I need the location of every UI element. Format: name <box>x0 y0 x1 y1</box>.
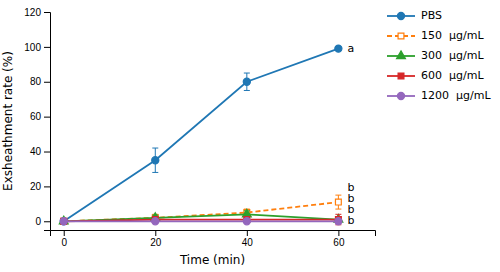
marker <box>61 218 67 224</box>
chart-container: 0 20 40 60 0 20 40 60 80 100 120 Time (min) Exsheath… <box>0 0 500 272</box>
marker <box>335 218 342 225</box>
axis-line <box>51 231 376 237</box>
legend-label: 600 μg/mL <box>421 69 484 82</box>
series <box>61 214 342 224</box>
legend-label: PBS <box>421 9 442 22</box>
tick-mark <box>44 221 50 222</box>
error-bar-cap <box>152 148 158 149</box>
tick-label: 0 <box>35 216 41 227</box>
error-bar-cap <box>335 195 341 196</box>
legend-label: 300 μg/mL <box>421 49 484 62</box>
legend-label: 150 μg/mL <box>421 29 484 42</box>
marker <box>335 199 341 205</box>
tick-label: 120 <box>24 7 41 18</box>
axis-line <box>44 13 51 231</box>
error-bar-cap <box>244 73 250 74</box>
tick-label: 60 <box>333 237 345 248</box>
legend-swatch-marker <box>397 12 404 19</box>
tick-mark <box>247 230 248 236</box>
tick-mark <box>44 117 50 118</box>
marker <box>243 218 250 225</box>
series <box>60 45 342 225</box>
series <box>59 209 343 224</box>
error-bar <box>335 214 341 224</box>
y-axis-title: Exsheathment rate (%) <box>1 51 15 191</box>
series-line <box>64 220 339 222</box>
series-line <box>64 214 339 221</box>
tick: 0 <box>61 230 67 248</box>
marker <box>243 78 250 85</box>
legend-item: PBS <box>387 9 442 22</box>
end-label: a <box>347 42 354 55</box>
marker <box>335 45 342 52</box>
end-label: b <box>347 192 354 205</box>
series <box>60 218 342 225</box>
tick-label: 40 <box>30 146 42 157</box>
legend-swatch-marker <box>398 73 404 79</box>
tick-mark <box>44 47 50 48</box>
error-bar <box>244 73 250 90</box>
marker <box>242 209 251 217</box>
chart-svg: 0 20 40 60 0 20 40 60 80 100 120 Time (min) Exsheath… <box>0 0 500 272</box>
legend-swatch-marker <box>397 92 404 99</box>
tick: 100 <box>24 42 50 53</box>
tick-mark <box>64 230 65 236</box>
series-line <box>64 202 339 221</box>
tick-label: 80 <box>30 76 42 87</box>
tick: 60 <box>333 230 345 248</box>
legend-item: 1200 μg/mL <box>387 89 491 102</box>
tick: 20 <box>150 230 162 248</box>
error-bar <box>335 195 341 209</box>
tick: 40 <box>30 146 50 157</box>
error-bar-cap <box>335 209 341 210</box>
tick: 120 <box>24 7 50 18</box>
series-line <box>64 220 339 222</box>
tick: 60 <box>30 111 50 122</box>
marker <box>60 218 67 225</box>
marker <box>61 218 67 224</box>
legend-item: 600 μg/mL <box>387 69 484 82</box>
tick-label: 20 <box>30 181 42 192</box>
marks <box>59 45 343 225</box>
plot: 0 20 40 60 0 20 40 60 80 100 120 Time (min) Exsheath… <box>1 7 376 267</box>
error-bar-cap <box>152 172 158 173</box>
legend-label: 1200 μg/mL <box>421 89 491 102</box>
series-line <box>64 49 339 222</box>
tick-label: 40 <box>242 237 254 248</box>
tick-mark <box>44 12 50 13</box>
annotations: abbbb <box>347 42 354 228</box>
error-bar <box>152 148 158 172</box>
error-bar-cap <box>335 214 341 215</box>
tick: 20 <box>30 181 50 192</box>
x-axis-title: Time (min) <box>179 253 245 267</box>
series <box>61 195 342 224</box>
legend-item: 150 μg/mL <box>387 29 484 42</box>
marker <box>152 157 159 164</box>
tick-mark <box>155 230 156 236</box>
tick: 0 <box>35 216 50 227</box>
x-axis: 0 20 40 60 <box>51 230 376 248</box>
tick: 40 <box>242 230 254 248</box>
legend-swatch-marker <box>398 33 404 39</box>
legend-item: 300 μg/mL <box>387 49 484 62</box>
tick-mark <box>338 230 339 236</box>
tick-label: 100 <box>24 42 41 53</box>
error-bar-cap <box>244 90 250 91</box>
legend: PBS 150 μg/mL 300 μg/mL 600 μg/mL 1200 μg/mL <box>387 9 491 102</box>
marker <box>60 218 67 225</box>
tick: 80 <box>30 76 50 87</box>
tick-mark <box>44 152 50 153</box>
marker <box>152 218 159 225</box>
tick-mark <box>44 186 50 187</box>
tick-mark <box>44 82 50 83</box>
y-axis: 0 20 40 60 80 100 120 <box>24 7 50 231</box>
legend-swatch-marker <box>397 51 406 59</box>
end-label: b <box>347 214 354 227</box>
tick-label: 20 <box>150 237 162 248</box>
tick-label: 0 <box>61 237 67 248</box>
tick-label: 60 <box>30 111 42 122</box>
